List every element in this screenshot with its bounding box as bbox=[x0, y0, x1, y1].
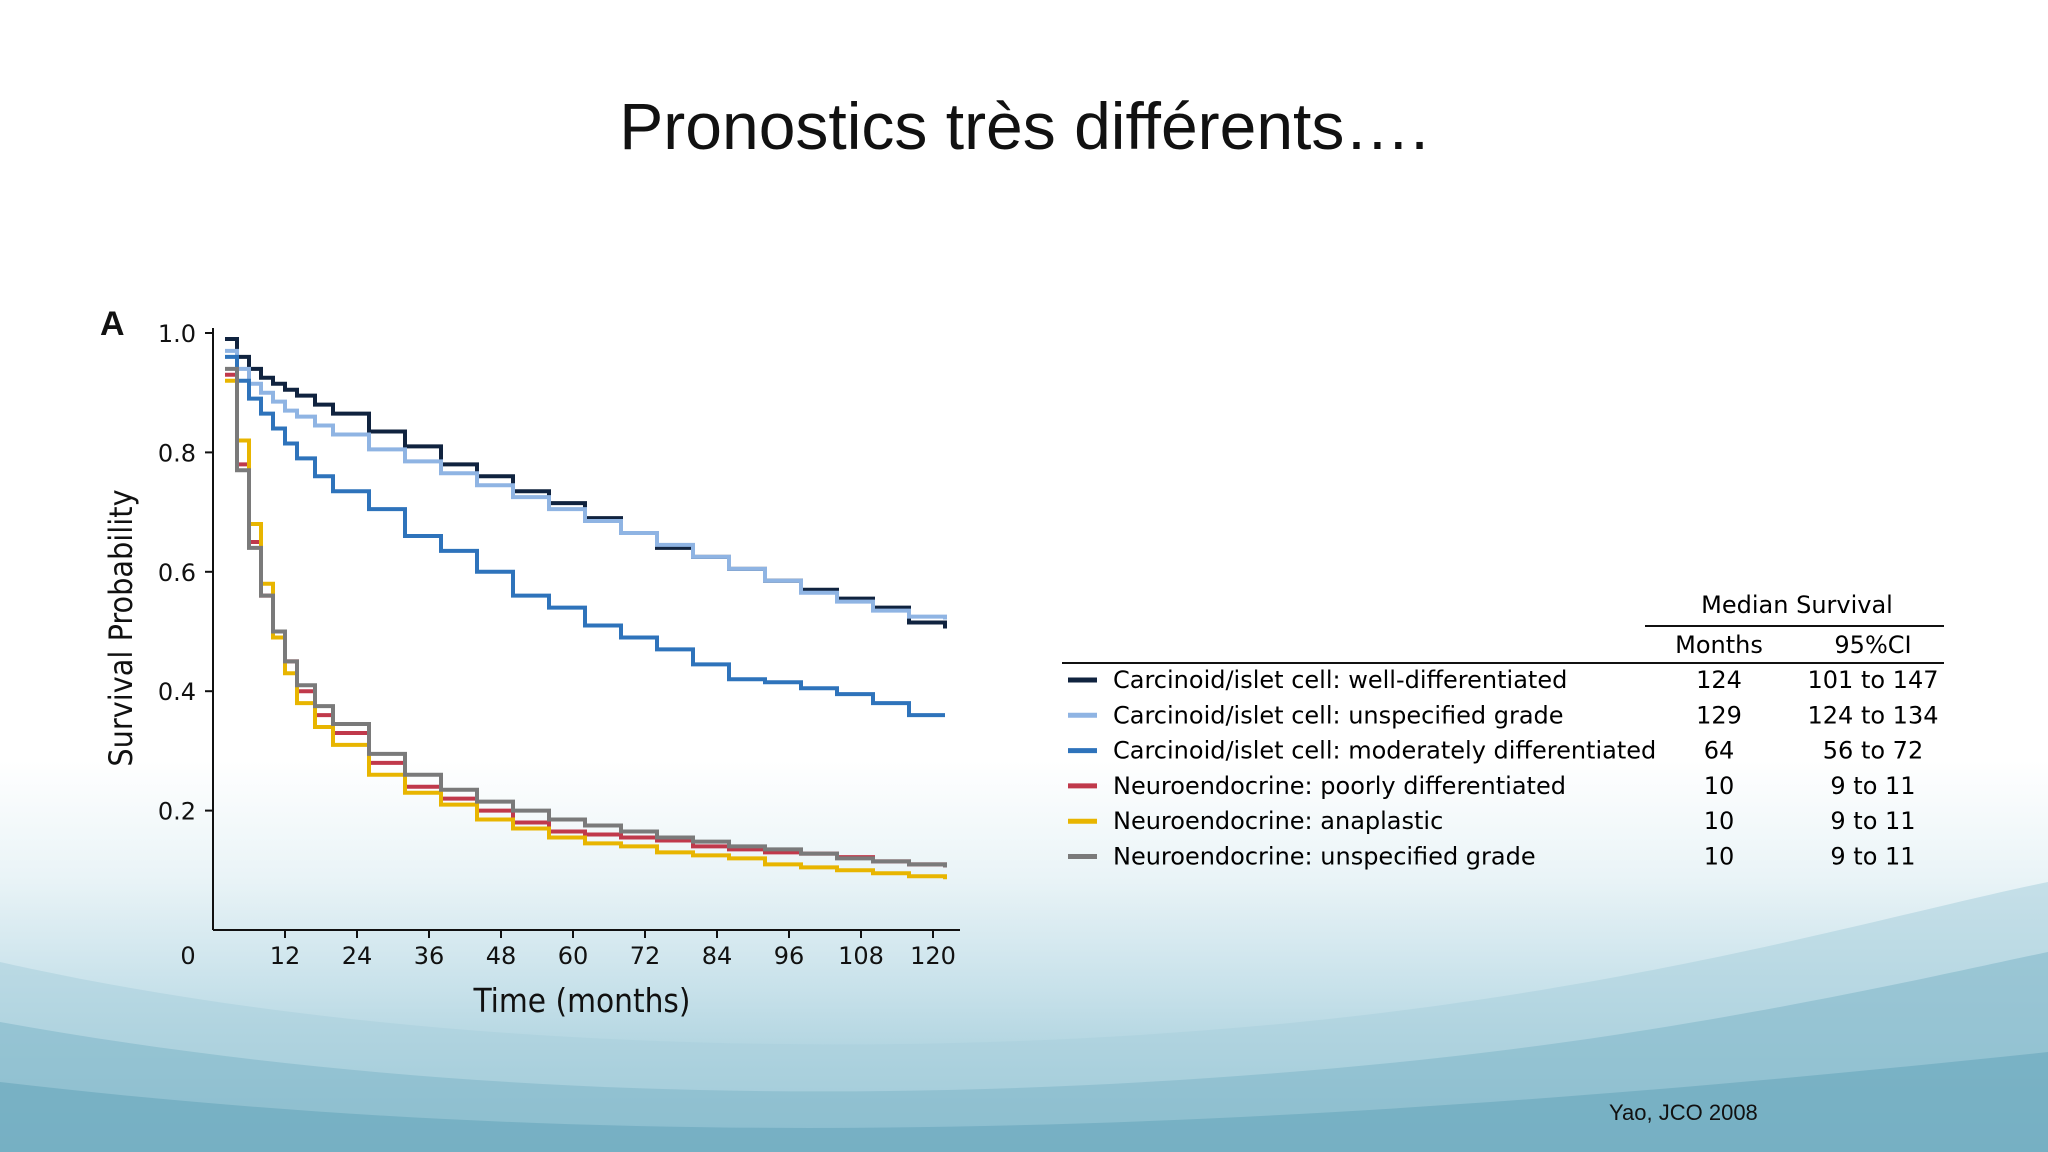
x-tick-label: 96 bbox=[774, 942, 805, 970]
median-ci-value: 9 to 11 bbox=[1830, 807, 1915, 835]
x-tick-label: 60 bbox=[558, 942, 589, 970]
x-tick-label: 108 bbox=[838, 942, 884, 970]
median-ci-value: 56 to 72 bbox=[1823, 737, 1923, 765]
median-ci-value: 101 to 147 bbox=[1808, 666, 1939, 694]
ci-column-header: 95%CI bbox=[1834, 631, 1911, 659]
median-months-value: 10 bbox=[1704, 843, 1735, 871]
x-tick-label: 72 bbox=[630, 942, 661, 970]
median-ci-value: 124 to 134 bbox=[1808, 701, 1939, 729]
y-tick-label: 0.8 bbox=[158, 439, 196, 467]
chart-axes: 0 12 24 36 48 60 72 84 96 108 120 0.2 0.4 0.6 0.8 1.0 bbox=[158, 320, 960, 970]
median-months-value: 10 bbox=[1704, 772, 1735, 800]
slide-title: Pronostics très différents…. bbox=[619, 89, 1429, 163]
survival-curve-2 bbox=[225, 348, 947, 620]
survival-curve-5 bbox=[225, 378, 947, 880]
chart-curves bbox=[225, 336, 947, 880]
median-months-value: 10 bbox=[1704, 807, 1735, 835]
legend-label: Neuroendocrine: anaplastic bbox=[1113, 807, 1443, 835]
median-ci-value: 9 to 11 bbox=[1830, 772, 1915, 800]
y-tick-label: 0.2 bbox=[158, 798, 196, 826]
median-survival-header: Median Survival bbox=[1701, 591, 1893, 619]
median-months-value: 129 bbox=[1696, 701, 1742, 729]
y-tick-label: 0.6 bbox=[158, 559, 196, 587]
x-tick-label: 24 bbox=[342, 942, 373, 970]
y-tick-label: 0.4 bbox=[158, 678, 196, 706]
median-months-value: 64 bbox=[1704, 737, 1735, 765]
median-survival-table: Median Survival Months 95%CI Carcinoid/i… bbox=[1062, 591, 1944, 871]
x-tick-label: 36 bbox=[414, 942, 445, 970]
panel-label: A bbox=[100, 305, 125, 343]
citation-source: Yao, JCO 2008 bbox=[1609, 1100, 1758, 1125]
median-months-value: 124 bbox=[1696, 666, 1742, 694]
median-ci-value: 9 to 11 bbox=[1830, 843, 1915, 871]
legend-label: Neuroendocrine: unspecified grade bbox=[1113, 843, 1536, 871]
legend-label: Neuroendocrine: poorly differentiated bbox=[1113, 772, 1566, 800]
survival-curve-3 bbox=[225, 354, 945, 718]
survival-curve-6 bbox=[225, 366, 947, 868]
y-axis-label: Survival Probability bbox=[102, 489, 140, 766]
x-tick-label: 120 bbox=[910, 942, 956, 970]
x-axis-label: Time (months) bbox=[473, 981, 691, 1020]
x-tick-label: 48 bbox=[486, 942, 517, 970]
background-wave bbox=[0, 882, 2048, 1152]
months-column-header: Months bbox=[1675, 631, 1763, 659]
x-tick-label: 12 bbox=[270, 942, 301, 970]
x-tick-label: 0 bbox=[180, 942, 195, 970]
legend-label: Carcinoid/islet cell: well-differentiate… bbox=[1113, 666, 1567, 694]
y-tick-label: 1.0 bbox=[158, 320, 196, 348]
legend-label: Carcinoid/islet cell: moderately differe… bbox=[1113, 737, 1656, 765]
x-tick-label: 84 bbox=[702, 942, 733, 970]
legend-label: Carcinoid/islet cell: unspecified grade bbox=[1113, 701, 1564, 729]
